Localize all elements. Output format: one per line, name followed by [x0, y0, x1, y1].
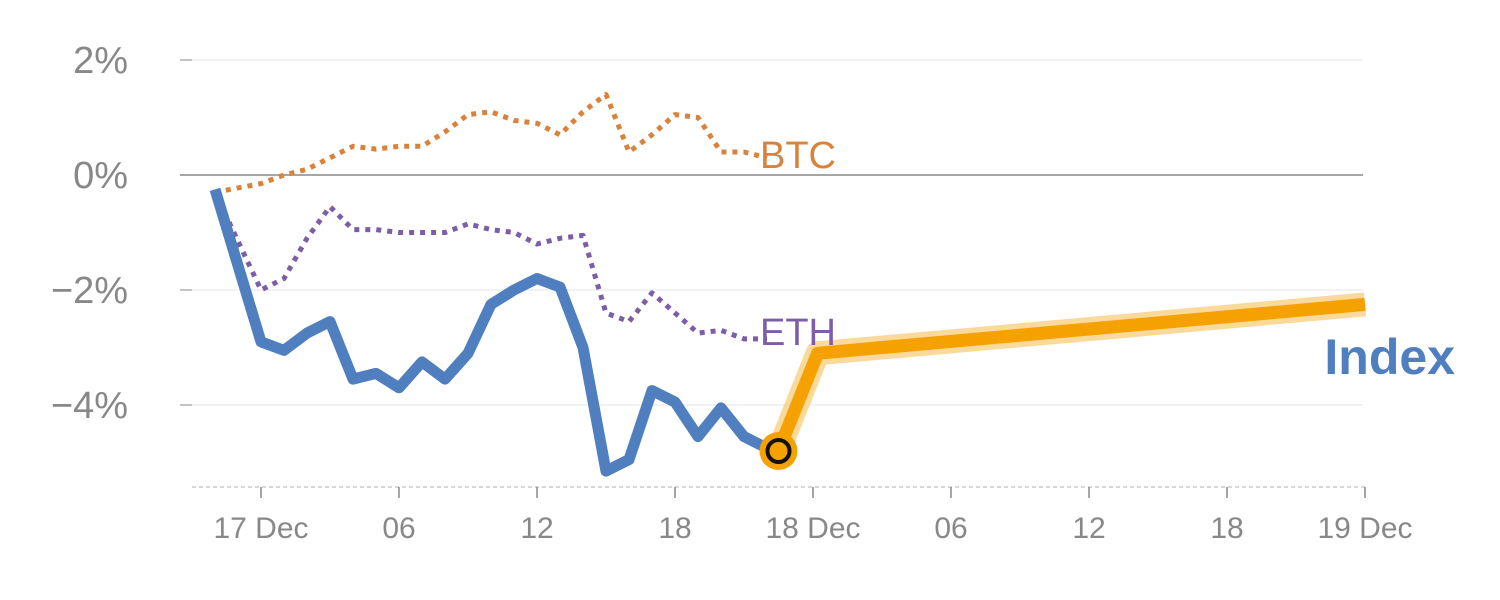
index-series-label: Index: [1324, 329, 1455, 385]
y-tick-label-3: −4%: [51, 385, 128, 427]
x-tick-label-8: 19 Dec: [1317, 512, 1412, 545]
x-tick-label-4: 18 Dec: [765, 512, 860, 545]
x-tick-label-1: 06: [382, 512, 415, 545]
btc-series-label: BTC: [760, 135, 836, 177]
btc-line: [215, 95, 767, 193]
index-comparison-chart: 17 Dec 06 12 18 18 Dec 06 12 18 19 Dec 2% 0% −2% −4…: [0, 0, 1500, 600]
y-tick-label-0: 2%: [73, 40, 128, 82]
y-tick-label-1: 0%: [73, 155, 128, 197]
x-tick-label-5: 06: [934, 512, 967, 545]
x-axis: 17 Dec 06 12 18 18 Dec 06 12 18 19 Dec: [192, 487, 1413, 545]
x-tick-label-3: 18: [658, 512, 691, 545]
x-tick-label-6: 12: [1072, 512, 1105, 545]
x-tick-label-7: 18: [1210, 512, 1243, 545]
y-tick-label-2: −2%: [51, 270, 128, 312]
eth-series-label: ETH: [760, 312, 836, 354]
x-tick-label-0: 17 Dec: [213, 512, 308, 545]
current-point-marker: [768, 440, 790, 462]
forecast-line: [779, 304, 1366, 451]
y-axis-ticks: 2% 0% −2% −4%: [51, 40, 128, 427]
x-tick-label-2: 12: [520, 512, 553, 545]
